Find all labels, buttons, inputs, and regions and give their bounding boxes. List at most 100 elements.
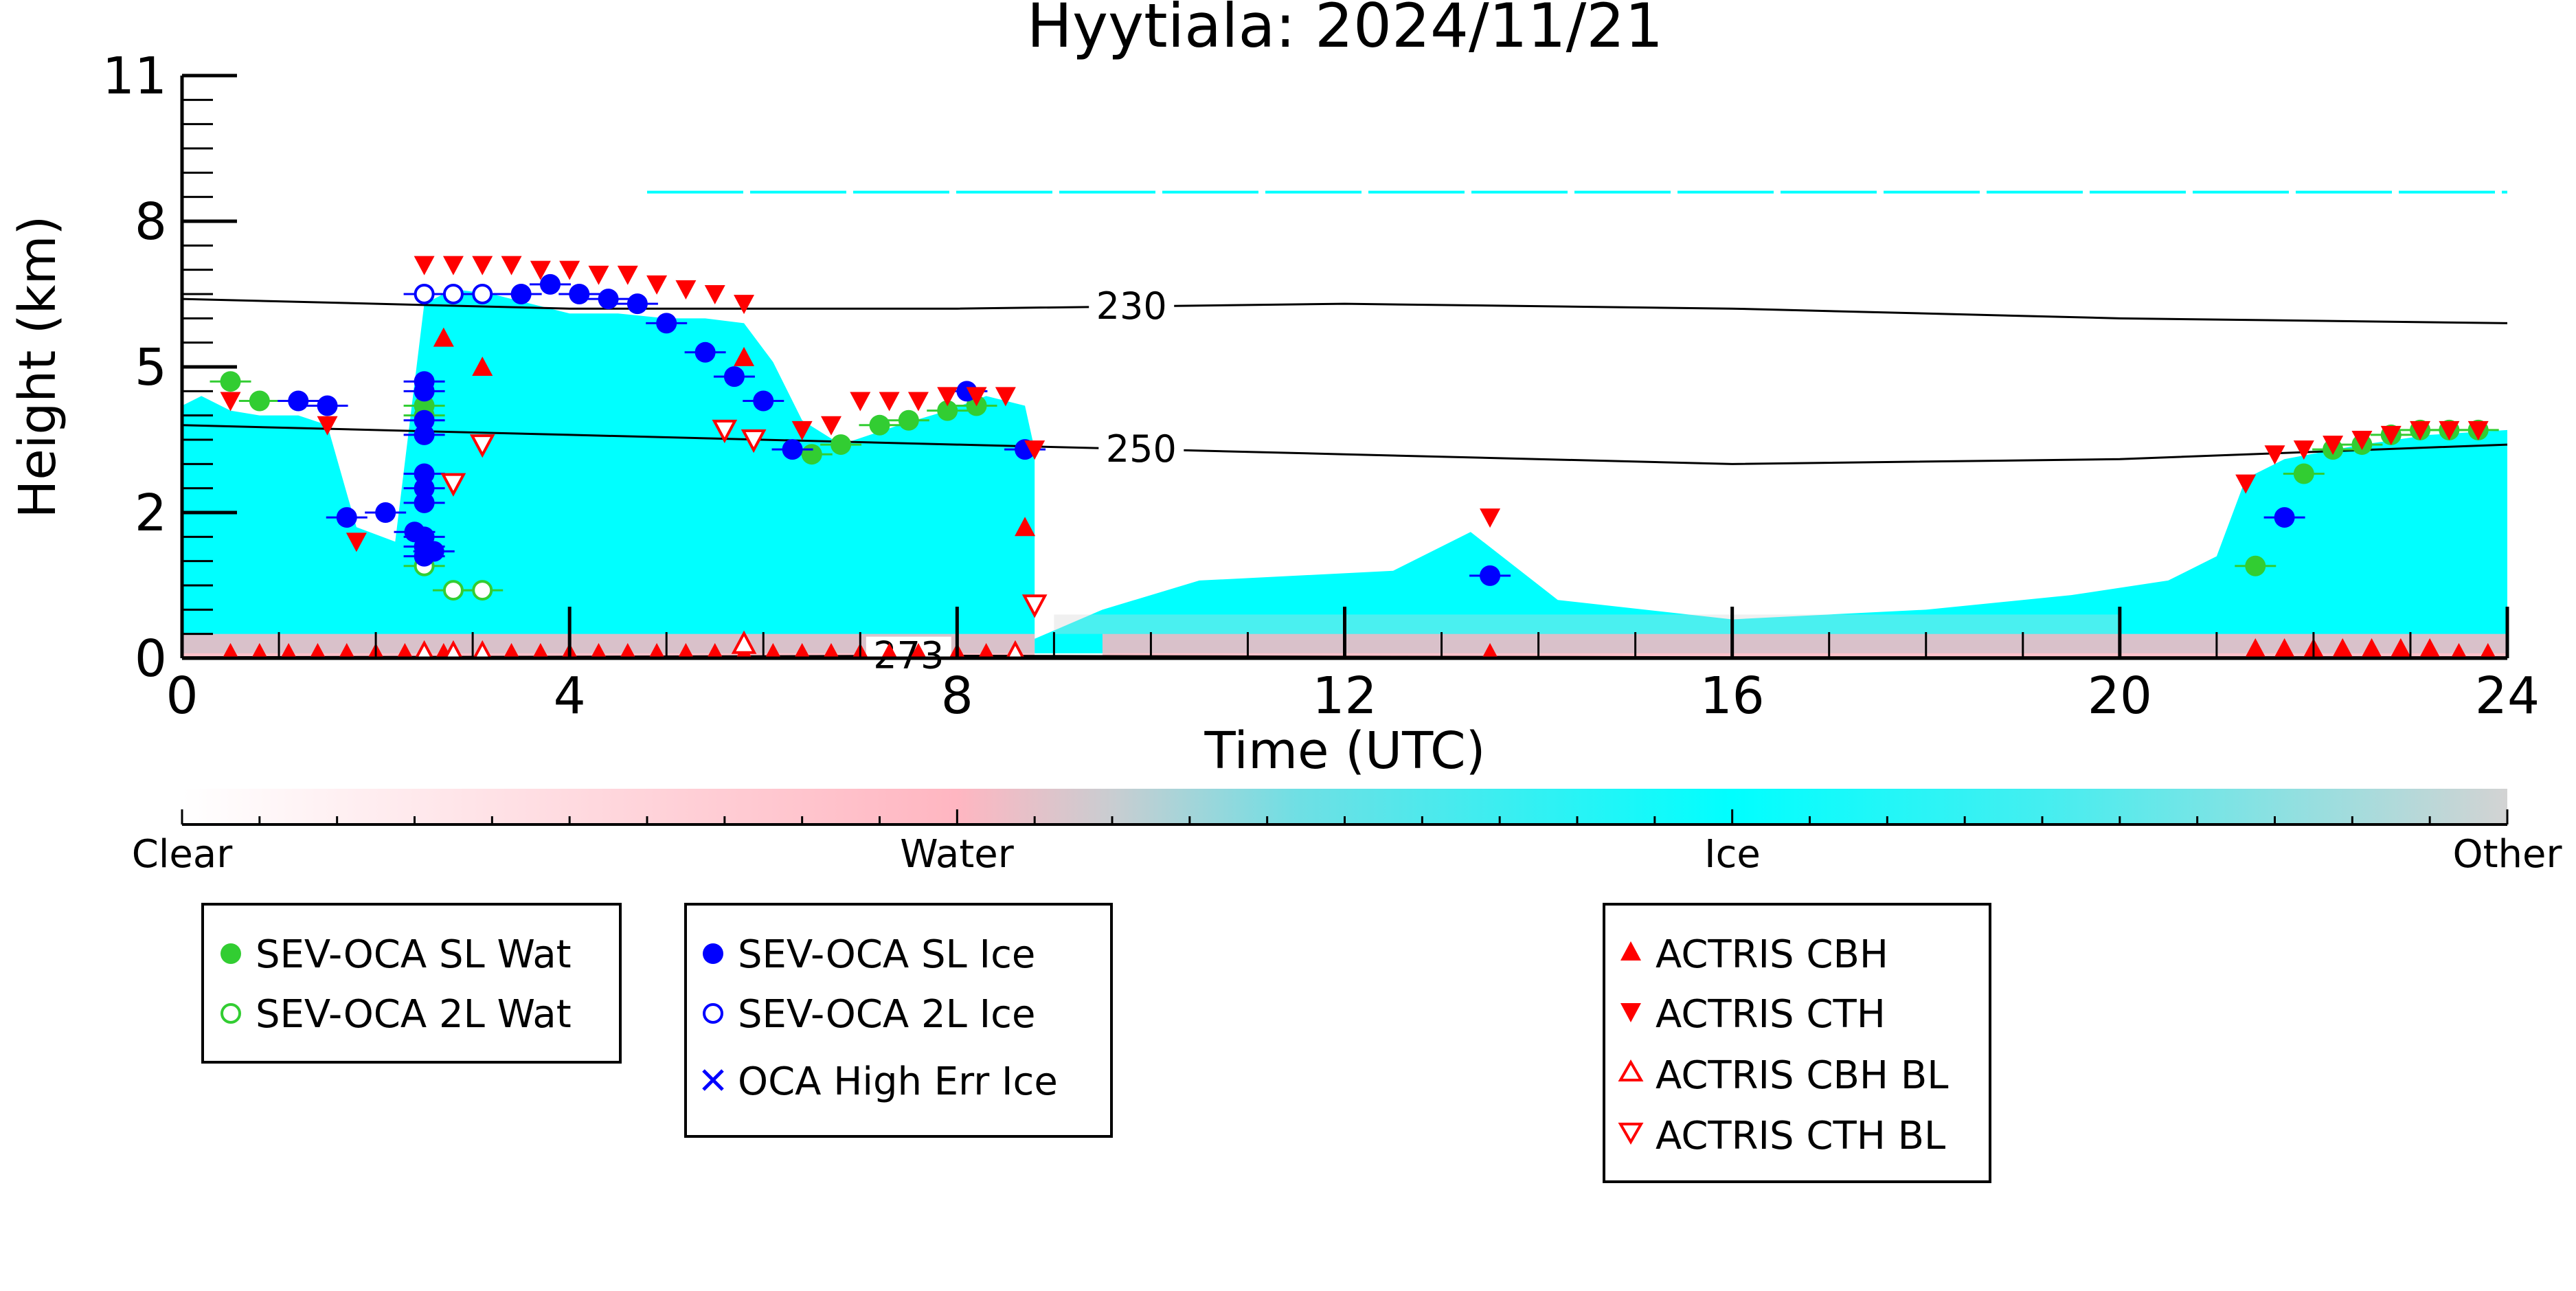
point-sev-oca-sl-ice bbox=[414, 424, 435, 445]
point-actris-cth bbox=[2380, 425, 2402, 445]
point-actris-cbh bbox=[338, 642, 355, 658]
point-actris-cth bbox=[704, 285, 725, 304]
point-sev-oca-sl-ice bbox=[753, 390, 774, 412]
point-sev-oca-sl-ice bbox=[414, 478, 435, 499]
point-actris-cth bbox=[734, 295, 755, 315]
point-sev-oca-sl-ice bbox=[723, 366, 745, 388]
point-sev-oca-sl-ice bbox=[414, 381, 435, 402]
point-actris-cbh bbox=[765, 642, 782, 658]
point-actris-cbh bbox=[2361, 638, 2382, 658]
legend-label: SEV-OCA SL Ice bbox=[738, 932, 1035, 977]
point-actris-cth bbox=[2264, 445, 2285, 465]
point-actris-cth bbox=[588, 265, 609, 285]
point-actris-cth bbox=[1024, 440, 1046, 460]
x-tick-label: 20 bbox=[2088, 666, 2152, 726]
point-actris-cbh bbox=[396, 642, 414, 658]
legend-label: SEV-OCA 2L Wat bbox=[256, 992, 572, 1037]
isotherm-label-bg bbox=[1089, 287, 1175, 326]
colorbar-label-ice: Ice bbox=[1704, 832, 1761, 877]
point-sev-oca-2l-wat bbox=[442, 580, 464, 601]
point-actris-cbh bbox=[1015, 517, 1036, 537]
point-actris-cbh bbox=[433, 327, 454, 347]
legend-label: ACTRIS CTH bbox=[1656, 992, 1886, 1037]
point-sev-oca-sl-wat bbox=[831, 434, 852, 456]
y-tick-label: 8 bbox=[135, 192, 167, 251]
point-actris-cbh bbox=[978, 642, 995, 658]
point-actris-cth bbox=[346, 532, 367, 552]
point-sev-oca-sl-ice bbox=[414, 409, 435, 431]
ice-region-2 bbox=[1035, 429, 2507, 653]
legend-frame bbox=[684, 903, 1113, 1138]
point-sev-oca-sl-wat bbox=[2293, 463, 2314, 484]
point-actris-cth bbox=[850, 392, 871, 412]
axes: 0 2 5 8 11 0 4 8 12 16 20 24 bbox=[102, 47, 2540, 726]
point-actris-cbh bbox=[793, 642, 811, 658]
legend-label: ACTRIS CBH BL bbox=[1656, 1053, 1948, 1098]
point-actris-cbh-bl bbox=[443, 640, 464, 658]
isotherm-label: 250 bbox=[1106, 427, 1177, 471]
point-actris-cbh-bl bbox=[1005, 640, 1026, 658]
y-tick-label: 11 bbox=[102, 47, 167, 106]
colorbar-label-clear: Clear bbox=[132, 832, 233, 877]
legend-frame bbox=[201, 903, 622, 1064]
colorbar-label-other: Other bbox=[2452, 832, 2562, 877]
point-actris-cbh bbox=[251, 642, 268, 658]
point-sev-oca-sl-wat bbox=[898, 409, 919, 431]
point-actris-cth bbox=[1480, 508, 1501, 528]
point-sev-oca-sl-ice bbox=[1480, 565, 1501, 586]
legend-marker-sev-oca-sl-ice bbox=[703, 943, 723, 964]
legend-label: OCA High Err Ice bbox=[738, 1059, 1058, 1104]
isotherm-230 bbox=[181, 298, 2508, 324]
y-tick-label: 0 bbox=[135, 629, 167, 688]
point-actris-cth bbox=[442, 256, 464, 276]
point-sev-oca-sl-ice bbox=[414, 492, 435, 513]
point-actris-cth bbox=[791, 420, 813, 440]
point-actris-cbh bbox=[503, 642, 520, 658]
point-sev-oca-sl-ice bbox=[2274, 507, 2295, 528]
isotherm-label: 230 bbox=[1096, 284, 1167, 328]
point-actris-cbh-bl bbox=[414, 640, 434, 658]
point-actris-cth bbox=[966, 387, 987, 407]
y-axis-label: Height (km) bbox=[8, 216, 67, 519]
legend-box-ice: SEV-OCA SL Ice SEV-OCA 2L Ice OCA High E… bbox=[684, 903, 1113, 1138]
point-sev-oca-sl-ice bbox=[510, 284, 532, 304]
colorbar-ticks bbox=[181, 809, 2509, 824]
isotherm-250 bbox=[181, 424, 2508, 465]
point-actris-cbh-bl bbox=[731, 630, 757, 654]
point-sev-oca-sl-ice bbox=[317, 395, 338, 416]
water-layer-afternoon bbox=[1102, 633, 2507, 658]
point-actris-cth bbox=[2293, 440, 2314, 460]
legend-marker-actris-cbh bbox=[1620, 941, 1641, 961]
x-tick-label: 16 bbox=[1700, 666, 1765, 726]
point-sev-oca-sl-ice bbox=[626, 293, 648, 315]
classification-background bbox=[182, 190, 2507, 658]
point-actris-cbh bbox=[619, 642, 636, 658]
legend-label: SEV-OCA SL Wat bbox=[256, 932, 572, 977]
legend-label: SEV-OCA 2L Ice bbox=[738, 992, 1035, 1037]
point-actris-cbh bbox=[734, 346, 755, 366]
point-actris-cth bbox=[2410, 420, 2431, 440]
point-actris-cth bbox=[2439, 420, 2460, 440]
point-actris-cbh-bl bbox=[473, 640, 493, 658]
point-sev-oca-sl-ice bbox=[423, 541, 444, 562]
x-tick-label: 4 bbox=[554, 666, 586, 726]
legend-label: ACTRIS CBH bbox=[1656, 932, 1888, 977]
legend-marker-sev-oca-sl-wat bbox=[221, 943, 241, 964]
point-sev-oca-sl-ice bbox=[598, 289, 619, 310]
point-sev-oca-sl-ice bbox=[288, 390, 309, 412]
legend-marker-actris-cth-bl bbox=[1618, 1123, 1644, 1145]
y-tick-label: 5 bbox=[135, 338, 167, 397]
isotherm-label-bg bbox=[1098, 429, 1184, 469]
point-actris-cbh bbox=[222, 642, 239, 658]
point-actris-cth bbox=[675, 280, 697, 300]
legend-marker-sev-oca-2l-ice bbox=[703, 1003, 723, 1024]
point-actris-cth bbox=[907, 392, 929, 412]
point-sev-oca-sl-wat bbox=[937, 400, 958, 421]
point-actris-cbh bbox=[2390, 638, 2411, 658]
point-sev-oca-sl-ice bbox=[694, 341, 716, 363]
point-sev-oca-sl-ice bbox=[782, 439, 803, 460]
point-actris-cth bbox=[472, 256, 493, 276]
legend-box-actris: ACTRIS CBH ACTRIS CTH ACTRIS CBH BL ACTR… bbox=[1603, 903, 1991, 1183]
point-sev-oca-sl-ice bbox=[375, 502, 396, 523]
